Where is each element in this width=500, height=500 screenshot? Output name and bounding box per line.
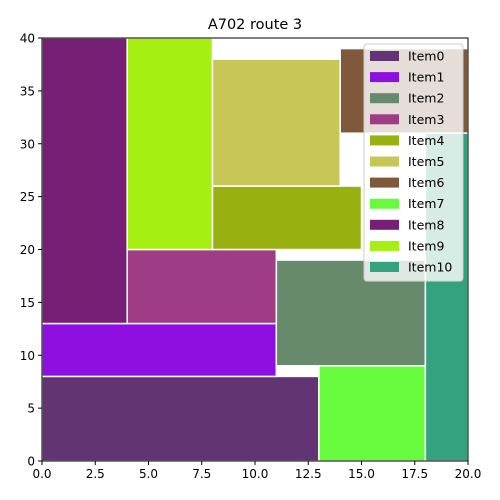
x-tick-label: 17.5: [401, 467, 428, 481]
y-axis: 0 5 10 15 20 25 30 35 40: [20, 32, 42, 469]
rect-item5: [211, 58, 341, 187]
y-tick-label: 10: [20, 349, 35, 363]
x-tick-label: 0.0: [32, 467, 51, 481]
legend-label-item3: Item3: [408, 112, 444, 127]
x-tick-label: 15.0: [348, 467, 375, 481]
rect-item4: [211, 185, 363, 251]
legend-label-item4: Item4: [408, 133, 444, 148]
x-tick-label: 5.0: [139, 467, 158, 481]
rect-item8: [41, 37, 128, 325]
legend-label-item1: Item1: [408, 70, 444, 85]
x-tick-label: 10.0: [242, 467, 269, 481]
y-tick-label: 20: [20, 243, 35, 257]
legend-swatch-item0: [370, 51, 399, 61]
y-tick-label: 30: [20, 137, 35, 151]
rect-item9: [126, 37, 214, 251]
y-tick-label: 5: [27, 402, 35, 416]
rect-item7: [318, 365, 427, 462]
legend-label-item7: Item7: [408, 196, 444, 211]
legend-label-item8: Item8: [408, 217, 444, 232]
legend-swatch-item6: [370, 177, 399, 188]
legend-label-item9: Item9: [408, 238, 444, 253]
chart-title: A702 route 3: [208, 17, 302, 33]
rect-item0: [41, 375, 320, 462]
legend-label-item0: Item0: [408, 49, 444, 64]
y-tick-label: 40: [20, 32, 35, 46]
x-tick-label: 20.0: [455, 467, 482, 481]
x-tick-label: 7.5: [192, 467, 211, 481]
legend-swatch-item7: [370, 198, 399, 209]
legend-swatch-item1: [370, 72, 399, 83]
legend-swatch-item8: [370, 219, 399, 230]
rect-item3: [126, 248, 278, 325]
legend-swatch-item2: [370, 93, 399, 104]
legend-swatch-item5: [370, 156, 399, 167]
x-tick-label: 2.5: [86, 467, 105, 481]
x-axis: 0.0 2.5 5.0 7.5 10.0 12.5 15.0 17.5 20.0: [32, 461, 481, 481]
legend-swatch-item4: [370, 135, 399, 146]
rect-item1: [41, 322, 278, 378]
x-tick-label: 12.5: [295, 467, 322, 481]
legend-label-item2: Item2: [408, 91, 444, 106]
y-tick-label: 0: [27, 455, 35, 469]
y-tick-label: 25: [20, 190, 35, 204]
legend-label-item6: Item6: [408, 175, 444, 190]
legend: Item0 Item1 Item2 Item3 Item4 Item5 Item6 Item7…: [363, 43, 464, 282]
y-tick-label: 15: [20, 296, 35, 310]
legend-swatch-item9: [370, 240, 399, 251]
legend-swatch-item10: [370, 262, 399, 272]
legend-swatch-item3: [370, 114, 399, 125]
legend-label-item10: Item10: [408, 260, 452, 275]
legend-label-item5: Item5: [408, 154, 444, 169]
y-tick-label: 35: [20, 84, 35, 98]
